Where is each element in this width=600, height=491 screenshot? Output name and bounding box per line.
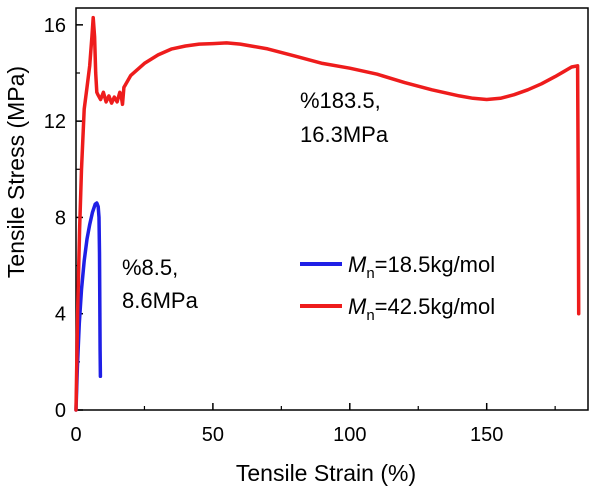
series-line-red	[74, 15, 581, 412]
legend-subscript-blue: n	[366, 265, 374, 282]
series-group	[74, 15, 581, 412]
y-tick-label: 0	[55, 400, 66, 422]
annotation-blue-line1: %8.5,	[122, 255, 178, 280]
y-tick-label: 16	[44, 15, 66, 37]
legend-symbol-red: M	[348, 294, 367, 319]
legend-label-red: Mn=42.5kg/mol	[348, 294, 495, 324]
axes: 0 50 100 150 0 4 8 12 16	[44, 7, 589, 446]
annotation-red-line2: 16.3MPa	[300, 122, 389, 147]
series-line-blue	[74, 201, 103, 412]
y-axis-label: Tensile Stress (MPa)	[3, 66, 29, 278]
labels-group: Tensile Strain (%) Tensile Stress (MPa) …	[3, 66, 416, 486]
legend-label-blue: Mn=18.5kg/mol	[348, 252, 495, 282]
legend-rest-red: =42.5kg/mol	[375, 294, 495, 319]
annotation-blue-line2: 8.6MPa	[122, 288, 199, 313]
legend-subscript-red: n	[366, 307, 374, 324]
annotation-red-line1: %183.5,	[300, 88, 381, 113]
x-tick-label: 150	[470, 424, 503, 446]
y-tick-label: 8	[55, 207, 66, 229]
legend-rest-blue: =18.5kg/mol	[375, 252, 495, 277]
plot-frame	[75, 7, 589, 411]
legend: Mn=18.5kg/mol Mn=42.5kg/mol	[300, 252, 495, 324]
y-tick-label: 4	[55, 304, 66, 326]
x-tick-label: 0	[70, 424, 81, 446]
x-axis-label: Tensile Strain (%)	[236, 460, 416, 486]
legend-symbol-blue: M	[348, 252, 367, 277]
y-tick-label: 12	[44, 111, 66, 133]
x-tick-label: 50	[202, 424, 224, 446]
x-tick-label: 100	[333, 424, 366, 446]
